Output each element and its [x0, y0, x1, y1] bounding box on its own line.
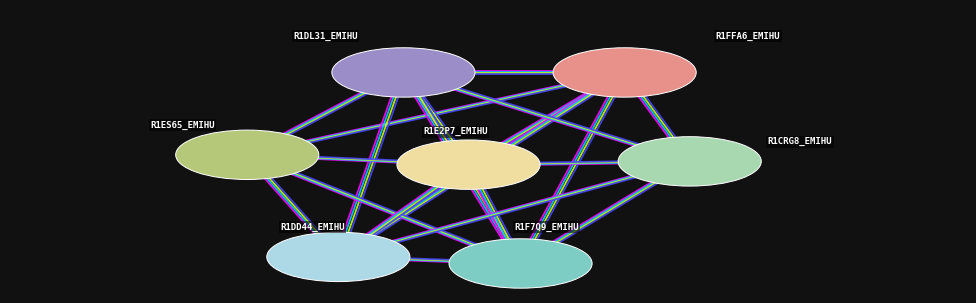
Ellipse shape	[618, 137, 761, 186]
Ellipse shape	[176, 130, 319, 179]
Ellipse shape	[397, 140, 540, 189]
Text: R1FFA6_EMIHU: R1FFA6_EMIHU	[715, 32, 780, 41]
Ellipse shape	[449, 239, 592, 288]
Ellipse shape	[553, 48, 696, 97]
Text: R1ES65_EMIHU: R1ES65_EMIHU	[150, 121, 215, 130]
Ellipse shape	[266, 232, 410, 281]
Text: R1DL31_EMIHU: R1DL31_EMIHU	[293, 32, 357, 41]
Text: R1CRG8_EMIHU: R1CRG8_EMIHU	[768, 137, 833, 146]
Text: R1E2P7_EMIHU: R1E2P7_EMIHU	[424, 127, 488, 136]
Text: R1DD44_EMIHU: R1DD44_EMIHU	[280, 223, 345, 232]
Ellipse shape	[332, 48, 475, 97]
Text: R1F7Q9_EMIHU: R1F7Q9_EMIHU	[514, 223, 579, 232]
